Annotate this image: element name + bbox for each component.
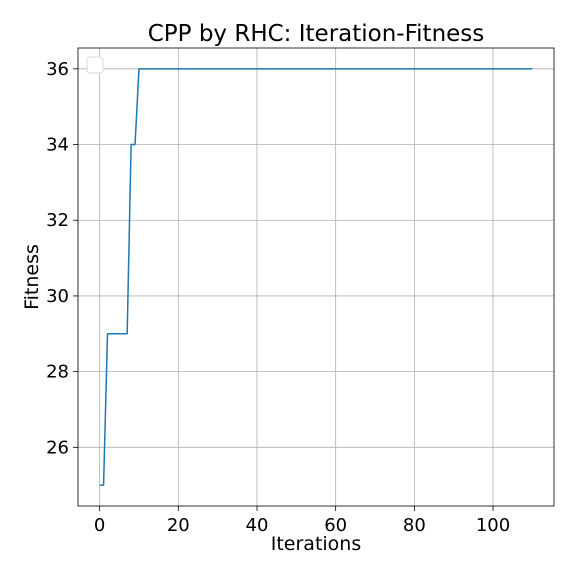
x-tick-label: 40: [246, 515, 269, 536]
x-tick-label: 20: [167, 515, 190, 536]
y-tick-label: 32: [46, 210, 69, 231]
y-axis-label: Fitness: [21, 244, 43, 310]
x-tick-label: 0: [94, 515, 105, 536]
axis-ticks: 0 20 40 60 80 100 26 28 30 32 34 36: [46, 59, 510, 536]
y-tick-label: 34: [46, 135, 69, 156]
x-axis-label: Iterations: [271, 533, 362, 555]
y-tick-label: 26: [46, 437, 69, 458]
x-tick-label: 60: [324, 515, 347, 536]
x-tick-label: 80: [403, 515, 426, 536]
y-tick-label: 36: [46, 59, 69, 80]
chart-title: CPP by RHC: Iteration-Fitness: [148, 21, 485, 47]
y-tick-label: 28: [46, 362, 69, 383]
legend-box: [86, 56, 104, 74]
series-line: [99, 68, 533, 486]
y-tick-label: 30: [46, 286, 69, 307]
series-layer: [99, 68, 533, 486]
x-tick-label: 100: [476, 515, 510, 536]
plot-frame: [77, 47, 555, 507]
